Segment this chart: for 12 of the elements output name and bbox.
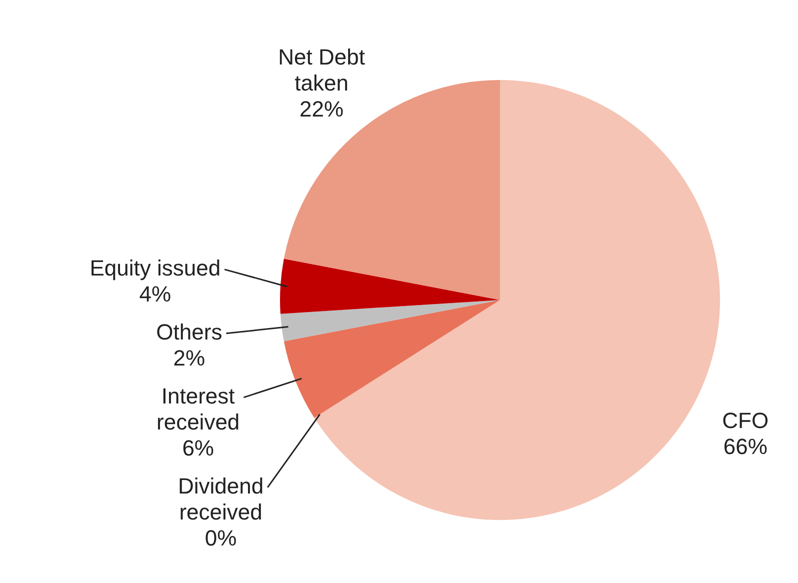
data-label: 6% [182, 435, 214, 460]
slice-label: Others [156, 319, 222, 344]
data-label: 2% [173, 345, 206, 370]
slice-label: Interest received [156, 383, 240, 434]
slice-label: CFO [722, 408, 769, 433]
data-label: 22% [300, 96, 344, 122]
data-label: 66% [723, 434, 768, 459]
data-label: 4% [139, 281, 172, 306]
category-label: Dividend received [178, 473, 264, 524]
text: 0% [204, 525, 237, 550]
slice-label: Equity issued [90, 255, 221, 280]
slice-label: Net Debt taken [278, 44, 365, 96]
